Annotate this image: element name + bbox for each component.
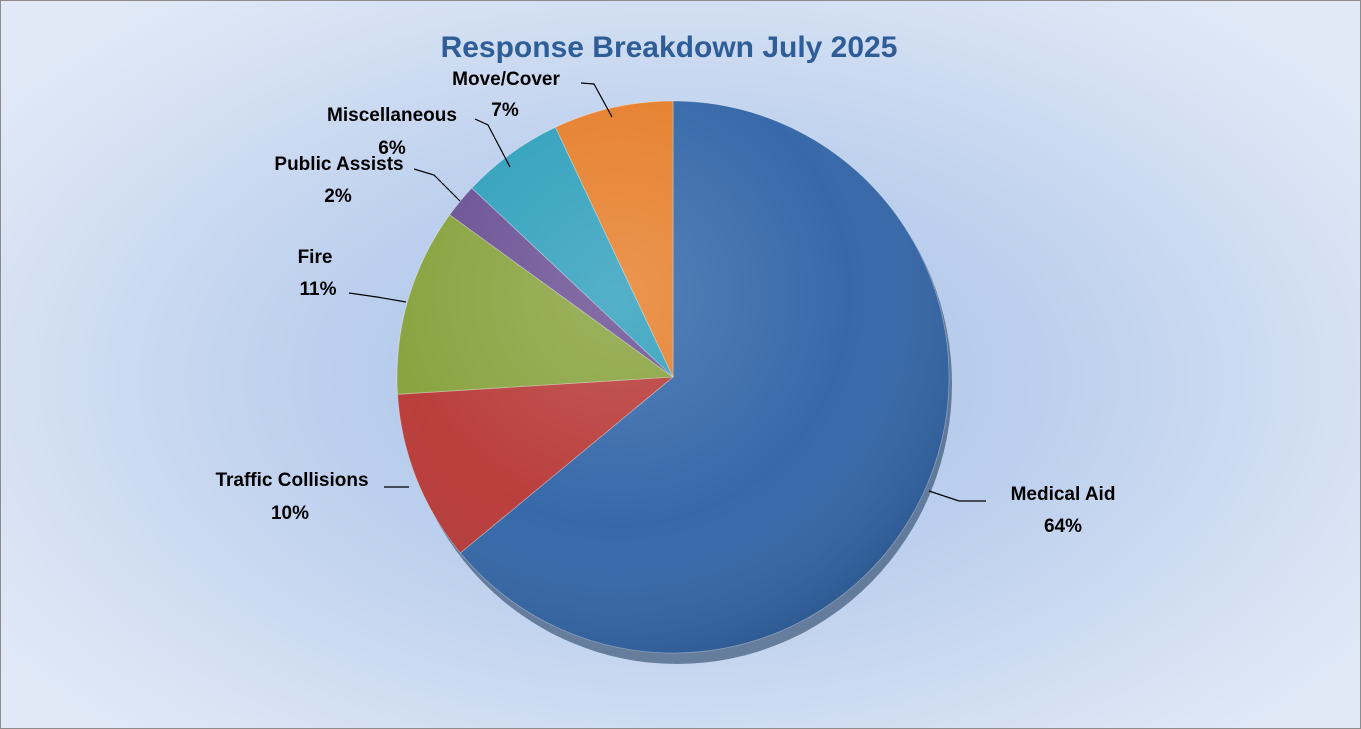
data-label-fire-name: Fire [298,247,333,268]
data-label-traffic-collisions-name: Traffic Collisions [215,470,368,491]
leader-line-miscellaneous [474,118,511,168]
data-label-traffic-collisions-value: 10% [271,503,309,524]
leader-line-fire [348,292,407,303]
leader-lines [348,82,986,502]
data-labels: Medical Aid 64% Traffic Collisions 10% F… [215,69,1115,537]
data-label-miscellaneous-name: Miscellaneous [327,105,457,126]
data-label-move-cover-value: 7% [491,100,519,121]
data-label-medical-aid-name: Medical Aid [1011,484,1116,505]
data-label-move-cover-name: Move/Cover [452,69,560,90]
pie-slices [396,100,950,654]
data-label-fire-value: 11% [300,279,337,300]
data-label-medical-aid-value: 64% [1044,516,1082,537]
leader-line-public-assists [413,168,461,202]
leader-line-medical-aid [928,490,986,502]
data-label-public-assists-value: 2% [324,186,352,207]
leader-line-move-cover [580,82,613,118]
data-label-public-assists-name: Public Assists [274,154,403,175]
data-label-miscellaneous-value: 6% [378,138,406,159]
chart-title: Response Breakdown July 2025 [441,31,898,64]
